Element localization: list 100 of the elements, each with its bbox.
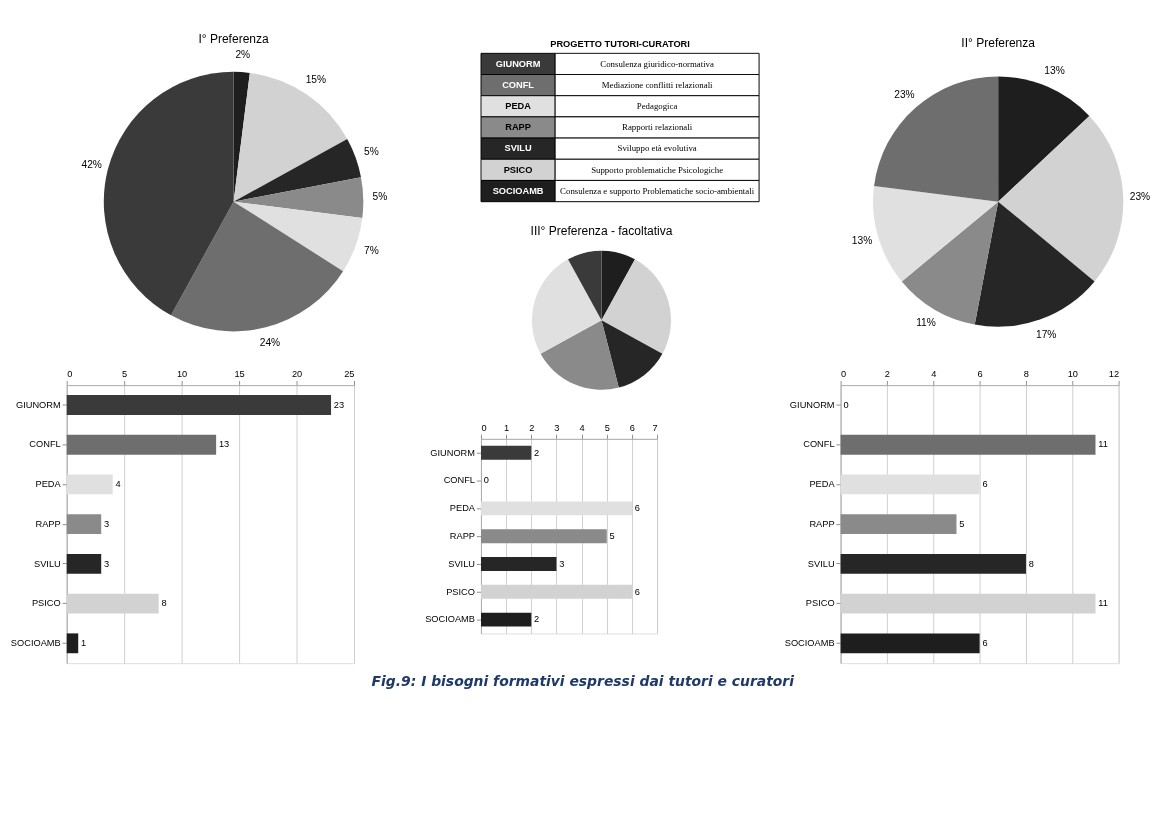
pie-slice [104,71,234,316]
data-label: 5% [363,145,379,157]
x-tick-label: 3 [554,423,560,434]
data-label: 42% [81,158,102,170]
data-label: 13% [851,234,873,246]
data-label: 8 [161,598,167,609]
y-tick-label: RAPP [35,518,61,529]
y-tick-label: PSICO [805,598,835,609]
y-tick-label: CONFL [803,439,835,450]
x-tick-label: 4 [579,423,585,434]
text: Consulenza giuridico-normativa [600,58,714,69]
category-label: RAPP [505,122,531,133]
x-tick-label: 5 [604,423,610,434]
data-label: 24% [259,337,281,349]
x-tick-label: 2 [529,423,535,434]
x-tick-label: 1 [504,423,510,434]
category-label: SOCIOAMB [492,185,544,196]
data-label: 6 [982,479,988,490]
y-tick-label: SVILU [807,558,835,569]
data-label: 11 [1098,439,1108,450]
text: Mediazione conflitti relazionali [601,79,714,90]
bar [840,434,1096,455]
x-tick-label: 2 [884,369,890,380]
pie-slice [901,201,999,325]
y-tick-label: PSICO [31,598,61,609]
y-tick-label: SOCIOAMB [10,638,61,649]
data-label: 17% [1036,328,1057,340]
y-tick-label: GIUNORM [789,399,835,410]
bar [66,474,113,495]
pie-slice [601,320,663,388]
x-tick-label: 20 [291,369,303,380]
y-tick-label: GIUNORM [430,447,475,458]
x-tick-label: 10 [1067,369,1078,380]
data-label: 5 [609,530,615,541]
category-label: PSICO [503,164,533,175]
y-tick-label: CONFL [29,439,61,450]
y-tick-label: RAPP [809,518,835,529]
data-label: 6 [634,503,640,514]
y-tick-label: PEDA [809,479,836,490]
data-label: 0 [483,475,489,486]
data-label: 11% [916,317,936,329]
data-label: 23 [333,399,345,410]
x-tick-label: 0 [67,369,73,380]
pie-slice [233,72,348,202]
data-label: 2% [235,49,251,61]
pie-slice [171,201,344,332]
data-label: 23% [894,89,915,101]
bar [481,529,607,544]
data-label: 2 [534,614,540,625]
caption: Fig.9: I bisogni formativi espressi dai tutori e curatori [371,672,795,689]
text: PROGETTO TUTORI-CURATORI [550,39,690,50]
chart-title: I° Preferenza [198,32,270,47]
x-tick-label: 5 [122,369,128,380]
pie-slice [998,115,1124,282]
data-label: 4 [115,479,121,490]
bar [66,633,79,654]
bar [66,553,102,574]
bar [840,474,980,495]
bar [840,514,957,535]
data-label: 3 [103,518,110,529]
x-tick-label: 25 [344,369,355,380]
text: Pedagogica [636,101,678,112]
y-tick-label: RAPP [449,530,475,541]
pie-slice [568,250,602,321]
x-tick-label: 0 [481,423,487,434]
data-label: 11 [1098,598,1108,609]
data-label: 6 [634,586,640,597]
data-label: 8 [1028,558,1034,569]
category-label: PEDA [505,101,532,112]
data-label: 3 [103,558,110,569]
pie-slice [873,185,999,282]
y-tick-label: PSICO [446,586,475,597]
data-label: 7% [363,245,379,257]
category-label: SVILU [504,143,533,154]
data-label: 13 [218,439,230,450]
y-tick-label: CONFL [443,475,475,486]
data-label: 23% [1129,190,1151,202]
bar [481,612,532,627]
pie-slice [874,76,999,202]
bar [481,557,557,571]
data-label: 15% [305,74,327,86]
data-label: 6 [982,638,988,649]
pie-slice [540,320,619,390]
x-tick-label: 8 [1023,369,1030,380]
bar [66,395,332,415]
category-label: GIUNORM [495,58,541,69]
x-tick-label: 12 [1108,369,1120,380]
data-label: 0 [843,399,849,410]
chart-title: II° Preferenza [961,35,1036,50]
bar [66,514,102,535]
x-tick-label: 7 [652,423,658,434]
text: Sviluppo età evolutiva [617,143,697,154]
y-tick-label: GIUNORM [15,399,61,410]
data-label: 13% [1044,65,1065,77]
text: Rapporti relazionali [622,122,693,133]
data-label: 5% [372,190,388,202]
x-tick-label: 10 [176,369,188,380]
chart-title: III° Preferenza - facoltativa [530,223,673,238]
pie-slice [233,177,364,218]
x-tick-label: 6 [629,423,635,434]
